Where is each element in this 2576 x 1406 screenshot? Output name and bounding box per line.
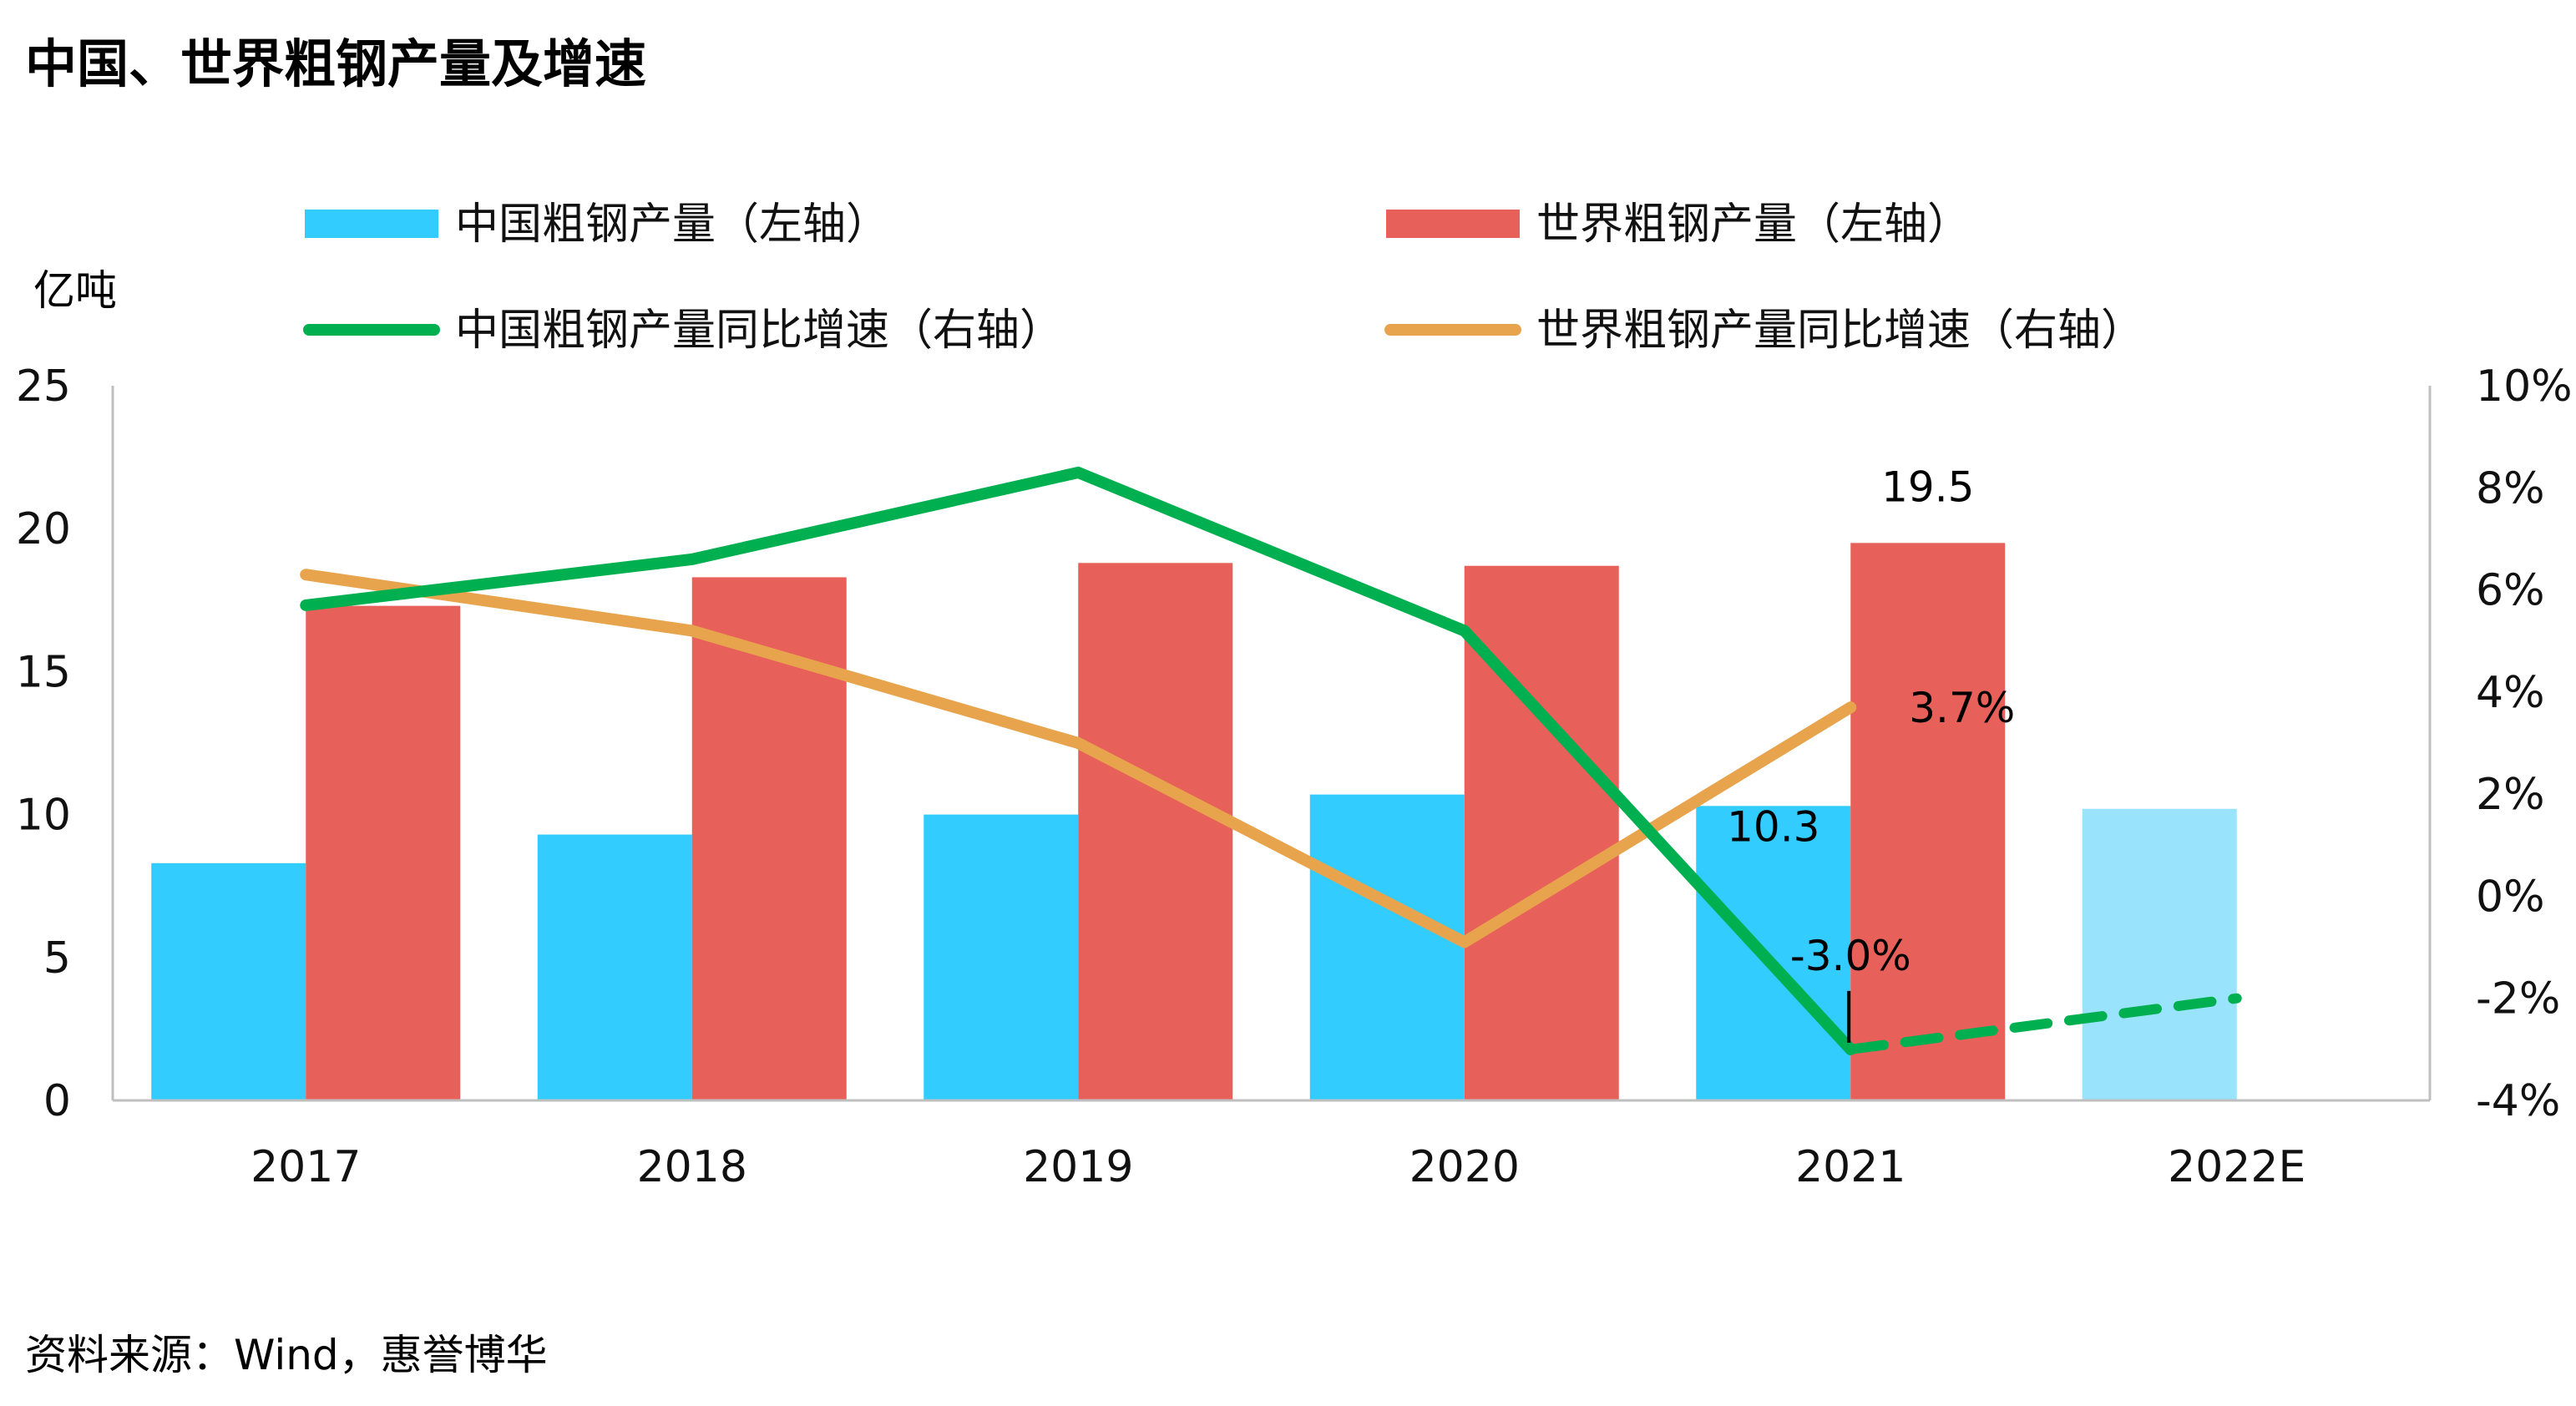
right-tick-label: 8% (2476, 463, 2545, 513)
source-note: 资料来源：Wind，惠誉博华 (25, 1331, 548, 1379)
annotations: 19.5 10.3 3.7% -3.0% (1727, 463, 2015, 1043)
bar-world-2017 (306, 605, 461, 1100)
data-label-world-2021: 19.5 (1881, 463, 1974, 511)
right-tick-label: 4% (2476, 668, 2545, 718)
legend: 中国粗钢产量（左轴） 世界粗钢产量（左轴） 中国粗钢产量同比增速（右轴） 世界粗钢产量… (303, 200, 2144, 356)
right-tick-label: -2% (2476, 974, 2560, 1024)
left-tick-label: 20 (16, 504, 71, 554)
x-tick-label: 2020 (1409, 1142, 1520, 1192)
line-china-growth-forecast (1845, 993, 2242, 1054)
left-tick-label: 5 (43, 933, 71, 984)
bar-china-2019 (924, 814, 1079, 1100)
right-tick-label: -4% (2476, 1076, 2560, 1126)
right-tick-label: 10% (2476, 362, 2573, 412)
bars (151, 543, 2237, 1100)
left-tick-label: 10 (16, 791, 71, 841)
line-world-growth (300, 569, 1857, 948)
bar-world-2019 (1078, 563, 1233, 1100)
legend-label-0: 中国粗钢产量（左轴） (455, 200, 889, 250)
bar-china-2020 (1309, 794, 1465, 1100)
legend-label-3: 世界粗钢产量同比增速（右轴） (1536, 306, 2144, 356)
bar-china-2017 (151, 862, 306, 1100)
legend-label-1: 世界粗钢产量（左轴） (1536, 200, 1971, 250)
lines (300, 466, 2242, 1055)
data-label-china-growth-2021: -3.0% (1790, 932, 1911, 980)
right-tick-label: 6% (2476, 566, 2545, 616)
legend-label-2: 中国粗钢产量同比增速（右轴） (455, 306, 1063, 356)
bar-world-2020 (1464, 565, 1619, 1100)
bar-china-2022E (2082, 808, 2237, 1100)
legend-swatch-1 (1386, 210, 1520, 238)
x-tick-label: 2018 (637, 1142, 747, 1192)
chart-title: 中国、世界粗钢产量及增速 (25, 33, 646, 94)
axes: 0 5 10 15 20 25 -4% -2% 0% 2% 4% 6% 8% 10% 2017 2018 201… (16, 362, 2573, 1192)
left-tick-label: 15 (16, 647, 71, 697)
data-label-china-2021: 10.3 (1727, 802, 1819, 851)
bar-china-2021 (1696, 806, 1851, 1100)
line-china-growth (300, 466, 1857, 1055)
left-tick-label: 25 (16, 362, 71, 412)
data-label-world-growth-2021: 3.7% (1909, 684, 2015, 732)
x-tick-label: 2022E (2168, 1142, 2305, 1192)
left-axis-unit: 亿吨 (33, 266, 117, 315)
right-tick-label: 2% (2476, 770, 2545, 820)
left-tick-label: 0 (43, 1076, 71, 1126)
x-tick-label: 2021 (1795, 1142, 1905, 1192)
x-tick-label: 2019 (1023, 1142, 1133, 1192)
bar-world-2021 (1850, 543, 2006, 1100)
right-tick-label: 0% (2476, 872, 2545, 922)
bar-china-2018 (537, 834, 692, 1100)
x-tick-label: 2017 (251, 1142, 361, 1192)
legend-swatch-0 (305, 210, 438, 238)
